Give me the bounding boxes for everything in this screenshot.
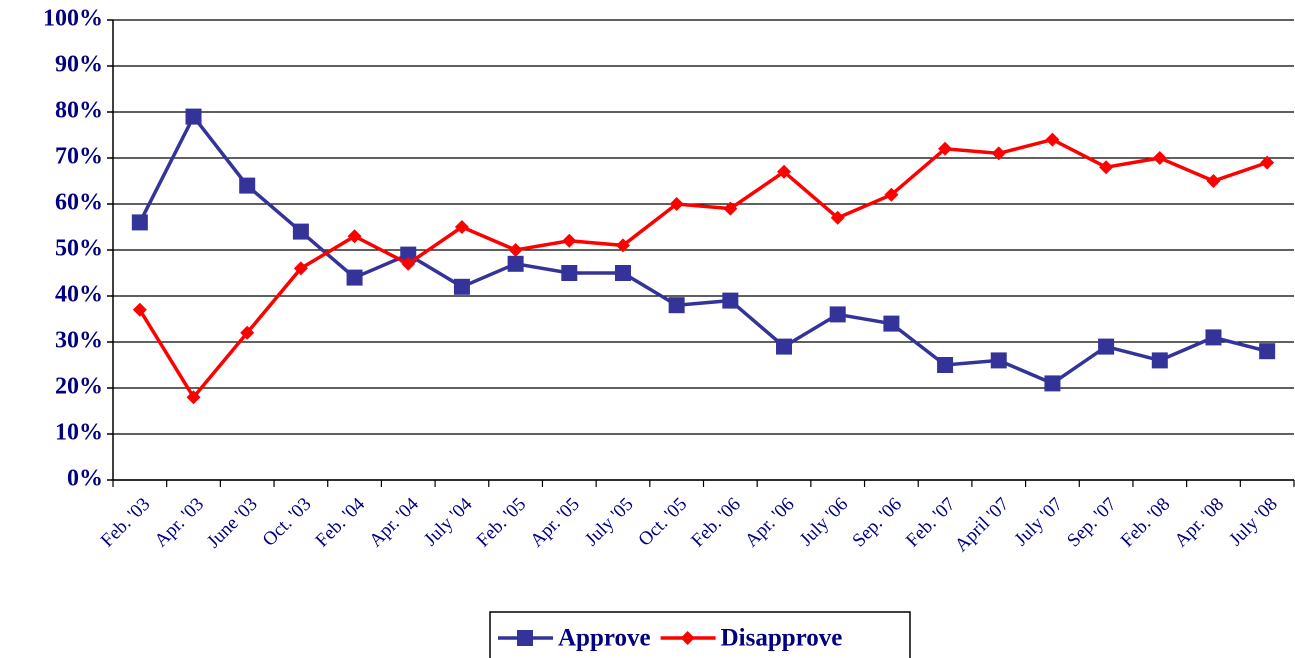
point: [185, 108, 202, 125]
point: [454, 220, 469, 234]
legend-marker: [517, 630, 533, 646]
point: [132, 302, 147, 317]
x-tick-label: Apr. '06: [741, 494, 799, 552]
legend-label: Disapprove: [721, 625, 843, 652]
point: [292, 223, 309, 240]
point: [293, 261, 308, 276]
y-tick-label: 50%: [55, 236, 103, 262]
x-tick-label: July '08: [1225, 494, 1281, 550]
point: [669, 197, 684, 211]
y-tick-label: 0%: [67, 466, 103, 492]
point: [1260, 155, 1275, 170]
legend-box: [489, 611, 911, 658]
y-tick-label: 60%: [55, 190, 103, 216]
point: [938, 141, 953, 156]
point: [991, 146, 1006, 161]
point: [1151, 352, 1168, 369]
point: [776, 338, 793, 355]
point: [1044, 375, 1061, 392]
point: [561, 265, 578, 281]
y-tick-label: 70%: [55, 144, 103, 170]
series-line: [138, 137, 1268, 401]
point: [1098, 338, 1115, 355]
x-tick-label: Feb. '06: [687, 494, 745, 552]
point: [239, 177, 256, 194]
point: [1152, 151, 1167, 165]
point: [937, 357, 954, 373]
x-tick-label: Feb. '05: [473, 494, 531, 552]
x-tick-label: July '04: [420, 493, 477, 550]
x-tick-label: July '06: [796, 494, 852, 550]
point: [990, 352, 1007, 369]
point: [508, 243, 523, 257]
y-tick-label: 30%: [55, 328, 103, 354]
x-tick-label: Feb. '08: [1117, 494, 1175, 552]
x-tick-label: Oct. '03: [259, 494, 316, 551]
point: [1205, 329, 1222, 346]
point: [668, 297, 685, 314]
x-tick-label: Apr. '05: [526, 494, 584, 552]
legend-marker: [680, 631, 695, 645]
x-tick-label: July '05: [581, 494, 637, 550]
point: [723, 201, 738, 216]
point: [347, 229, 362, 244]
point: [240, 325, 255, 340]
point: [883, 315, 900, 332]
y-tick-label: 40%: [55, 282, 103, 308]
point: [777, 164, 792, 179]
point: [722, 292, 739, 309]
x-tick-label: Apr. '04: [365, 493, 423, 551]
x-tick-label: June '03: [203, 494, 262, 553]
point: [346, 269, 363, 286]
x-tick-label: April '07: [951, 494, 1013, 556]
point: [1045, 132, 1060, 147]
point: [562, 233, 577, 248]
point: [614, 265, 631, 281]
point: [507, 255, 524, 272]
series-line: [138, 113, 1268, 386]
point: [453, 278, 470, 295]
point: [829, 306, 846, 323]
y-tick-label: 100%: [43, 6, 103, 32]
y-tick-label: 90%: [55, 52, 103, 78]
x-tick-label: Feb. '04: [312, 493, 370, 551]
point: [186, 390, 201, 405]
x-tick-label: Apr. '08: [1171, 494, 1229, 552]
y-tick-label: 80%: [55, 98, 103, 124]
x-tick-label: Sep. '07: [1063, 494, 1121, 552]
y-tick-label: 20%: [55, 374, 103, 400]
x-tick-label: Sep. '06: [848, 494, 906, 552]
x-tick-label: Oct. '05: [634, 494, 691, 551]
x-tick-label: Feb. '03: [97, 494, 155, 552]
x-tick-label: July '07: [1011, 494, 1067, 550]
y-tick-label: 10%: [55, 420, 103, 446]
point: [131, 214, 148, 231]
point: [400, 246, 417, 263]
legend-label: Approve: [558, 625, 651, 652]
point: [1259, 343, 1276, 360]
point: [830, 210, 845, 225]
point: [615, 238, 630, 253]
point: [1206, 174, 1221, 188]
point: [884, 187, 899, 202]
point: [1099, 160, 1114, 175]
x-tick-label: Apr. '03: [151, 494, 209, 552]
point: [401, 256, 416, 271]
